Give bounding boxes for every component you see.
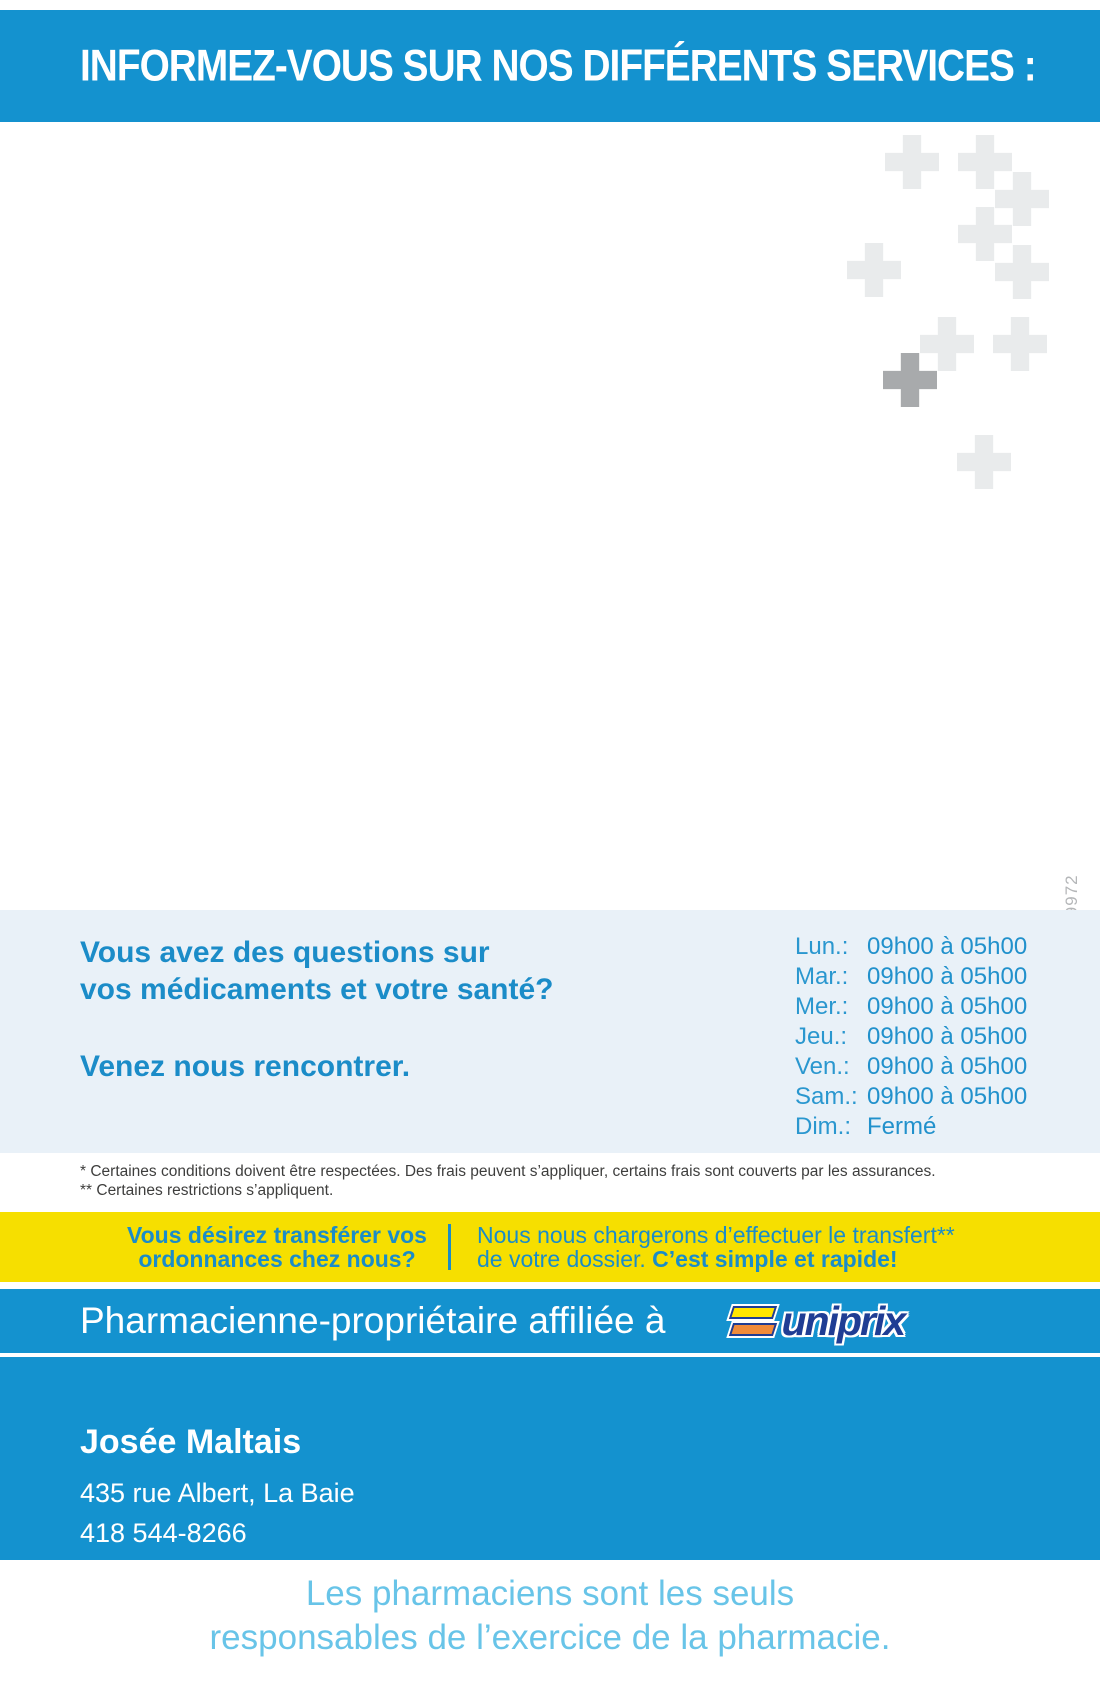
separator-line bbox=[0, 1353, 1100, 1357]
vertical-divider bbox=[448, 1224, 451, 1270]
affiliation-text: Pharmacienne-propriétaire affiliée à bbox=[80, 1300, 666, 1341]
uniprix-logo: uniprix bbox=[729, 1297, 906, 1345]
plus-icon bbox=[995, 245, 1049, 299]
time-value: 09h00 à 05h00 bbox=[867, 1083, 1028, 1110]
plus-icon bbox=[995, 172, 1049, 226]
plus-icon bbox=[957, 435, 1011, 489]
time-value: 09h00 à 05h00 bbox=[867, 1053, 1028, 1080]
plus-icon-dark bbox=[883, 353, 937, 407]
pharmacy-phone: 418 544-8266 bbox=[80, 1518, 247, 1548]
logo-bar-orange bbox=[729, 1323, 778, 1336]
questions-hours-section: Vous avez des questions sur vos médicamen… bbox=[0, 910, 1100, 1153]
hours-row-saturday: Sam.: 09h00 à 05h00 bbox=[795, 1082, 1027, 1112]
transfer-answer-line2: de votre dossier. bbox=[477, 1246, 653, 1272]
time-value: 09h00 à 05h00 bbox=[867, 993, 1028, 1020]
pharmacy-address: 435 rue Albert, La Baie bbox=[80, 1478, 355, 1508]
day-label: Lun.: bbox=[795, 933, 849, 960]
transfer-question-line2: ordonnances chez nous? bbox=[138, 1246, 416, 1272]
day-label: Jeu.: bbox=[795, 1023, 848, 1050]
questions-subheading: Venez nous rencontrer. bbox=[80, 1050, 411, 1083]
disclaimer-line2: ** Certaines restrictions s’appliquent. bbox=[80, 1181, 334, 1199]
hours-row-friday: Ven.: 09h00 à 05h00 bbox=[795, 1052, 1027, 1082]
plus-icon bbox=[920, 317, 974, 371]
day-label: Mar.: bbox=[795, 963, 849, 990]
spacer bbox=[0, 1282, 1100, 1289]
day-label: Sam.: bbox=[795, 1083, 858, 1110]
decorative-content-area: P01703_D09972 bbox=[0, 122, 1100, 1015]
disclaimer-line1: * Certaines conditions doivent être resp… bbox=[80, 1163, 936, 1180]
hours-row-tuesday: Mar.: 09h00 à 05h00 bbox=[795, 962, 1027, 992]
pharmacist-name: Josée Maltais bbox=[80, 1423, 302, 1461]
uniprix-logo-text: uniprix bbox=[781, 1297, 906, 1344]
affiliation-band: Pharmacienne-propriétaire affiliée à uni… bbox=[0, 1289, 1100, 1353]
plus-icon bbox=[958, 207, 1012, 261]
time-value: 09h00 à 05h00 bbox=[867, 1023, 1028, 1050]
transfer-answer-line1: Nous nous chargerons d’effectuer le tran… bbox=[477, 1222, 955, 1248]
legal-text-line1: Les pharmaciens sont les seuls bbox=[305, 1574, 795, 1613]
disclaimer-section: * Certaines conditions doivent être resp… bbox=[0, 1153, 1100, 1212]
flyer-page: INFORMEZ-VOUS SUR NOS DIFFÉRENTS SERVICE… bbox=[0, 10, 1100, 1690]
transfer-banner: Vous désirez transférer vos ordonnances c… bbox=[0, 1212, 1100, 1282]
plus-icon bbox=[885, 135, 939, 189]
transfer-answer: Nous nous chargerons d’effectuer le tran… bbox=[451, 1223, 955, 1271]
questions-block: Vous avez des questions sur vos médicamen… bbox=[80, 934, 554, 1084]
uniprix-logo-bars-icon bbox=[729, 1302, 778, 1340]
transfer-question-line1: Vous désirez transférer vos bbox=[127, 1222, 427, 1248]
hours-row-monday: Lun.: 09h00 à 05h00 bbox=[795, 932, 1027, 962]
legal-footer: Les pharmaciens sont les seuls responsabl… bbox=[0, 1560, 1100, 1680]
plus-icon bbox=[847, 243, 901, 297]
questions-heading-line1: Vous avez des questions sur bbox=[80, 936, 490, 969]
opening-hours-table: Lun.: 09h00 à 05h00 Mar.: 09h00 à 05h00 Me… bbox=[795, 932, 1027, 1142]
day-label: Ven.: bbox=[795, 1053, 850, 1080]
header-banner: INFORMEZ-VOUS SUR NOS DIFFÉRENTS SERVICE… bbox=[0, 10, 1100, 122]
transfer-question: Vous désirez transférer vos ordonnances c… bbox=[112, 1223, 442, 1271]
day-label: Mer.: bbox=[795, 993, 849, 1020]
legal-text-line2: responsables de l’exercice de la pharmac… bbox=[209, 1618, 891, 1657]
hours-row-thursday: Jeu.: 09h00 à 05h00 bbox=[795, 1022, 1027, 1052]
time-value: 09h00 à 05h00 bbox=[867, 933, 1028, 960]
questions-heading-line2: vos médicaments et votre santé? bbox=[80, 973, 554, 1006]
contact-band: Josée Maltais 435 rue Albert, La Baie 41… bbox=[0, 1357, 1100, 1560]
plus-icon bbox=[958, 135, 1012, 189]
questions-heading: Vous avez des questions sur vos médicamen… bbox=[80, 934, 554, 1008]
legal-text: Les pharmaciens sont les seuls responsabl… bbox=[0, 1572, 1100, 1660]
time-value: 09h00 à 05h00 bbox=[867, 963, 1028, 990]
page-title: INFORMEZ-VOUS SUR NOS DIFFÉRENTS SERVICE… bbox=[80, 40, 1037, 91]
logo-bar-yellow bbox=[729, 1306, 778, 1319]
transfer-answer-bold: C’est simple et rapide! bbox=[652, 1246, 898, 1272]
day-label: Dim.: bbox=[795, 1113, 851, 1140]
hours-row-sunday: Dim.: Fermé bbox=[795, 1112, 1027, 1142]
hours-row-wednesday: Mer.: 09h00 à 05h00 bbox=[795, 992, 1027, 1022]
plus-icon bbox=[993, 317, 1047, 371]
time-value: Fermé bbox=[867, 1113, 937, 1140]
